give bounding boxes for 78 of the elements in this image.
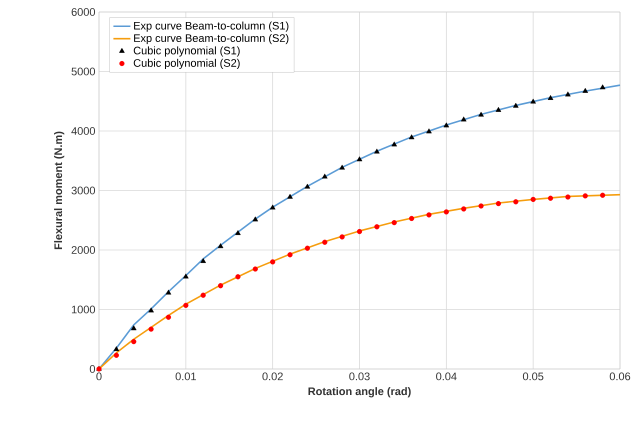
x-tick-label: 0 bbox=[96, 372, 102, 380]
point bbox=[426, 128, 432, 134]
point bbox=[374, 148, 380, 154]
point bbox=[444, 122, 450, 128]
point bbox=[444, 209, 449, 215]
point bbox=[114, 346, 120, 352]
point bbox=[600, 192, 606, 198]
point bbox=[478, 203, 484, 209]
legend-label: Cubic polynomial (S2) bbox=[134, 58, 240, 70]
x-tick-label: 0.03 bbox=[349, 372, 370, 380]
point bbox=[496, 200, 502, 206]
point bbox=[183, 302, 188, 308]
x-tick-label: 0.01 bbox=[176, 372, 196, 380]
point bbox=[513, 102, 519, 108]
point bbox=[322, 240, 328, 245]
point bbox=[496, 106, 502, 112]
y-tick-label: 5000 bbox=[72, 68, 96, 76]
point bbox=[409, 216, 414, 222]
point bbox=[548, 196, 554, 201]
point bbox=[218, 243, 224, 248]
point bbox=[565, 194, 570, 200]
point bbox=[461, 206, 466, 212]
point bbox=[148, 308, 154, 312]
point bbox=[287, 252, 293, 258]
point bbox=[530, 196, 536, 202]
point bbox=[270, 204, 276, 210]
y-tick-label: 4000 bbox=[71, 127, 96, 135]
x-tick-label: 0.04 bbox=[436, 372, 457, 380]
legend-label: Exp curve Beam-to-column (S1) bbox=[134, 22, 288, 32]
point bbox=[392, 220, 397, 226]
y-tick-label: 2000 bbox=[72, 246, 96, 254]
point bbox=[374, 224, 380, 230]
point bbox=[252, 216, 258, 222]
point bbox=[270, 259, 276, 264]
point bbox=[235, 274, 241, 280]
point bbox=[426, 212, 432, 218]
legend-label: Exp curve Beam-to-column (S2) bbox=[134, 34, 288, 44]
point bbox=[235, 230, 241, 236]
point bbox=[304, 246, 310, 251]
point bbox=[252, 266, 258, 272]
point bbox=[304, 184, 310, 189]
x-axis-title: Rotation angle (rad) bbox=[308, 387, 411, 398]
point bbox=[200, 292, 206, 298]
point bbox=[148, 326, 154, 332]
y-tick-label: 0 bbox=[90, 365, 96, 373]
point bbox=[114, 352, 119, 358]
point bbox=[391, 141, 398, 146]
y-tick-label: 3000 bbox=[72, 186, 96, 194]
x-tick-label: 0.02 bbox=[262, 372, 283, 380]
point bbox=[131, 339, 136, 344]
point bbox=[460, 116, 466, 122]
point bbox=[565, 92, 571, 96]
point bbox=[582, 88, 588, 93]
y-tick-label: 6000 bbox=[72, 8, 96, 16]
point bbox=[183, 274, 189, 278]
point bbox=[339, 164, 345, 170]
point bbox=[530, 98, 536, 104]
point bbox=[478, 112, 484, 117]
point bbox=[130, 325, 137, 330]
point bbox=[356, 228, 362, 234]
point bbox=[340, 234, 345, 240]
point bbox=[322, 174, 328, 179]
point bbox=[600, 84, 606, 90]
y-axis-title: Flexural moment (N.m) bbox=[54, 132, 64, 250]
y-tick-label: 1000 bbox=[72, 306, 96, 314]
x-tick-label: 0.06 bbox=[610, 372, 630, 380]
point bbox=[356, 156, 362, 162]
point bbox=[513, 199, 518, 204]
legend-label: Cubic polynomial (S1) bbox=[134, 46, 240, 57]
point bbox=[166, 314, 172, 320]
x-tick-label: 0.05 bbox=[522, 372, 544, 380]
point bbox=[582, 193, 588, 198]
point bbox=[287, 194, 293, 199]
point bbox=[200, 258, 206, 263]
point bbox=[548, 95, 554, 100]
point bbox=[166, 290, 172, 295]
point bbox=[408, 134, 414, 140]
point bbox=[218, 283, 224, 288]
